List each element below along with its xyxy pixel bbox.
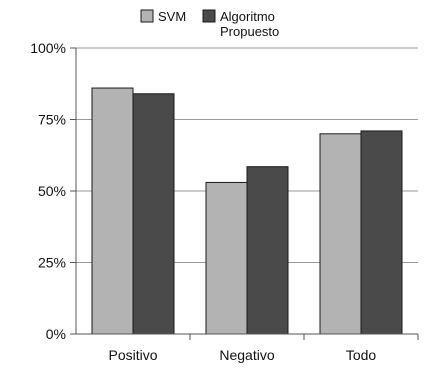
x-tick-labels: Positivo Negativo Todo <box>108 347 376 363</box>
x-tick-label-negativo: Negativo <box>219 347 274 363</box>
legend-label-propuesto: Propuesto <box>220 24 279 39</box>
bar-algoritmo-propuesto-positivo <box>132 93 175 335</box>
bar-algoritmo-propuesto-negativo <box>246 166 289 335</box>
legend-label-algoritmo: Algoritmo <box>220 9 275 24</box>
y-tick-label-100: 100% <box>30 40 66 56</box>
x-tick-label-todo: Todo <box>346 347 377 363</box>
y-tick-label-75: 75% <box>38 112 66 128</box>
legend-swatch-svm <box>140 9 154 23</box>
bar-svm-negativo <box>205 181 248 335</box>
y-tick-label-50: 50% <box>38 183 66 199</box>
y-tick-labels: 0% 25% 50% 75% 100% <box>30 40 66 342</box>
bars <box>91 87 403 335</box>
legend-swatch-algoritmo-propuesto <box>202 9 216 23</box>
y-tick-label-0: 0% <box>46 326 66 342</box>
legend-label-svm: SVM <box>158 9 186 24</box>
bar-svm-positivo <box>91 87 134 335</box>
y-tick-label-25: 25% <box>38 255 66 271</box>
bar-svm-todo <box>319 133 362 335</box>
legend: SVM Algoritmo Propuesto <box>140 9 279 39</box>
axes <box>70 47 419 340</box>
bar-algoritmo-propuesto-todo <box>360 130 403 335</box>
x-tick-label-positivo: Positivo <box>108 347 157 363</box>
